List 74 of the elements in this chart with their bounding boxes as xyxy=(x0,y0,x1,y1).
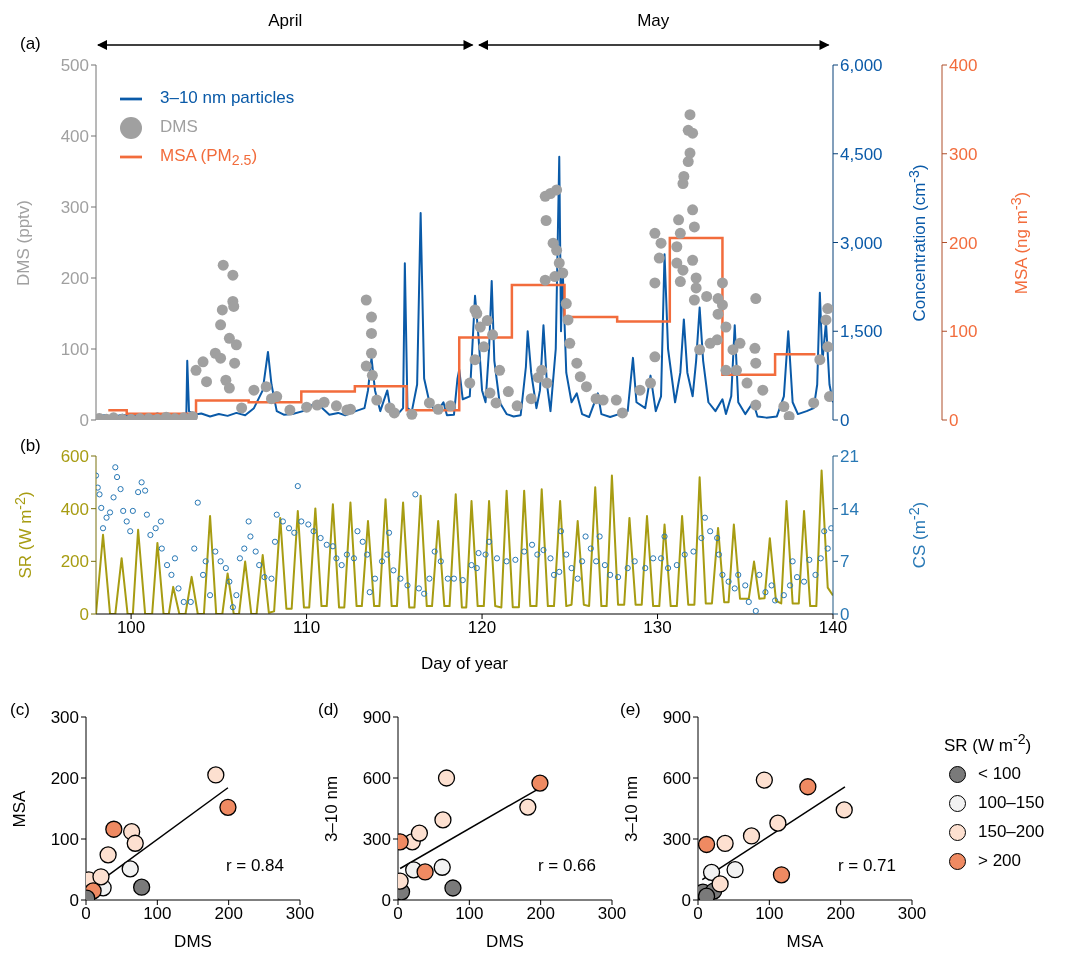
y2-tick-label: 7 xyxy=(840,552,850,572)
legend-label: 150–200 xyxy=(978,822,1045,843)
legend-label: 100–150 xyxy=(978,793,1045,814)
y-tick-label: 0 xyxy=(69,891,79,911)
y-tick-label: 100 xyxy=(60,340,89,360)
x-axis-title: MSA xyxy=(786,932,824,952)
x-tick-label: 100 xyxy=(143,904,172,924)
x-tick-label: 100 xyxy=(755,904,784,924)
x-tick-label: 100 xyxy=(116,618,146,638)
y-tick-label: 300 xyxy=(60,198,89,218)
legend-label: 3–10 nm particles xyxy=(160,88,295,107)
annotation: r = 0.71 xyxy=(837,856,896,876)
y3-tick-label: 100 xyxy=(949,322,978,342)
x-tick-label: 200 xyxy=(826,904,855,924)
y2-tick-label: 21 xyxy=(840,447,859,467)
y-tick-label: 300 xyxy=(362,830,391,850)
y2-tick-label: 1,500 xyxy=(840,322,883,342)
y-axis-title: 3–10 nm xyxy=(622,775,642,842)
text: (c) xyxy=(10,700,30,720)
legend-label: DMS xyxy=(160,117,198,136)
y-tick-label: 0 xyxy=(79,605,89,625)
y-tick-label: 0 xyxy=(381,891,391,911)
x-axis-title: Day of year xyxy=(421,654,508,674)
legend-label: MSA (PM$_{2.5}$) xyxy=(160,146,258,169)
legend-title: SR (W m$^{-2}$) xyxy=(944,731,1033,756)
y-tick-label: 600 xyxy=(362,769,391,789)
y3-tick-label: 300 xyxy=(949,144,978,164)
y-tick-label: 300 xyxy=(662,830,691,850)
y-tick-label: 0 xyxy=(681,891,691,911)
y-tick-label: 200 xyxy=(50,769,79,789)
y2-tick-label: 0 xyxy=(840,411,850,431)
y-tick-label: 100 xyxy=(50,830,79,850)
y-axis-title: MSA xyxy=(10,790,30,827)
x-tick-label: 300 xyxy=(897,904,927,924)
x-axis-title: DMS xyxy=(174,932,212,952)
annotation: r = 0.66 xyxy=(537,856,596,876)
text: (d) xyxy=(318,700,339,720)
annotation: r = 0.84 xyxy=(225,856,284,876)
y-tick-label: 400 xyxy=(60,499,89,519)
x-tick-label: 130 xyxy=(643,618,672,638)
y-tick-label: 900 xyxy=(662,708,691,728)
x-tick-label: 200 xyxy=(214,904,243,924)
y-tick-label: 400 xyxy=(60,127,89,147)
text: April xyxy=(268,11,303,31)
legend-label: < 100 xyxy=(978,764,1022,785)
y2-tick-label: 14 xyxy=(840,499,859,519)
y2-tick-label: 3,000 xyxy=(840,233,883,253)
y3-tick-label: 400 xyxy=(949,56,978,76)
y-tick-label: 900 xyxy=(362,708,391,728)
text: (e) xyxy=(620,700,641,720)
x-tick-label: 120 xyxy=(467,618,497,638)
x-tick-label: 110 xyxy=(293,618,321,638)
y-tick-label: 200 xyxy=(60,269,89,289)
y2-tick-label: 6,000 xyxy=(840,56,883,76)
y3-tick-label: 200 xyxy=(949,233,978,253)
y-tick-label: 500 xyxy=(60,56,89,76)
y-tick-label: 600 xyxy=(60,447,89,467)
x-axis-title: DMS xyxy=(486,932,524,952)
y-tick-label: 300 xyxy=(50,708,79,728)
text: (b) xyxy=(20,436,41,456)
y-tick-label: 0 xyxy=(79,411,89,431)
y-tick-label: 600 xyxy=(662,769,691,789)
y-axis-title: DMS (pptv) xyxy=(14,199,34,286)
y-tick-label: 200 xyxy=(60,552,89,572)
y-axis-title: 3–10 nm xyxy=(322,775,342,842)
x-tick-label: 300 xyxy=(597,904,627,924)
y2-tick-label: 4,500 xyxy=(840,144,883,164)
text: May xyxy=(637,11,670,31)
legend-label: > 200 xyxy=(978,851,1022,872)
x-tick-label: 200 xyxy=(526,904,555,924)
text: (a) xyxy=(20,34,41,54)
y3-tick-label: 0 xyxy=(949,411,959,431)
x-tick-label: 300 xyxy=(285,904,315,924)
x-tick-label: 100 xyxy=(455,904,484,924)
